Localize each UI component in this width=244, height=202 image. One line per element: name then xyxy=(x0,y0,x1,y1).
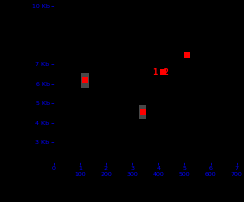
Bar xyxy=(81,73,89,88)
Text: 1  2: 1 2 xyxy=(153,68,169,77)
Bar xyxy=(139,105,146,119)
